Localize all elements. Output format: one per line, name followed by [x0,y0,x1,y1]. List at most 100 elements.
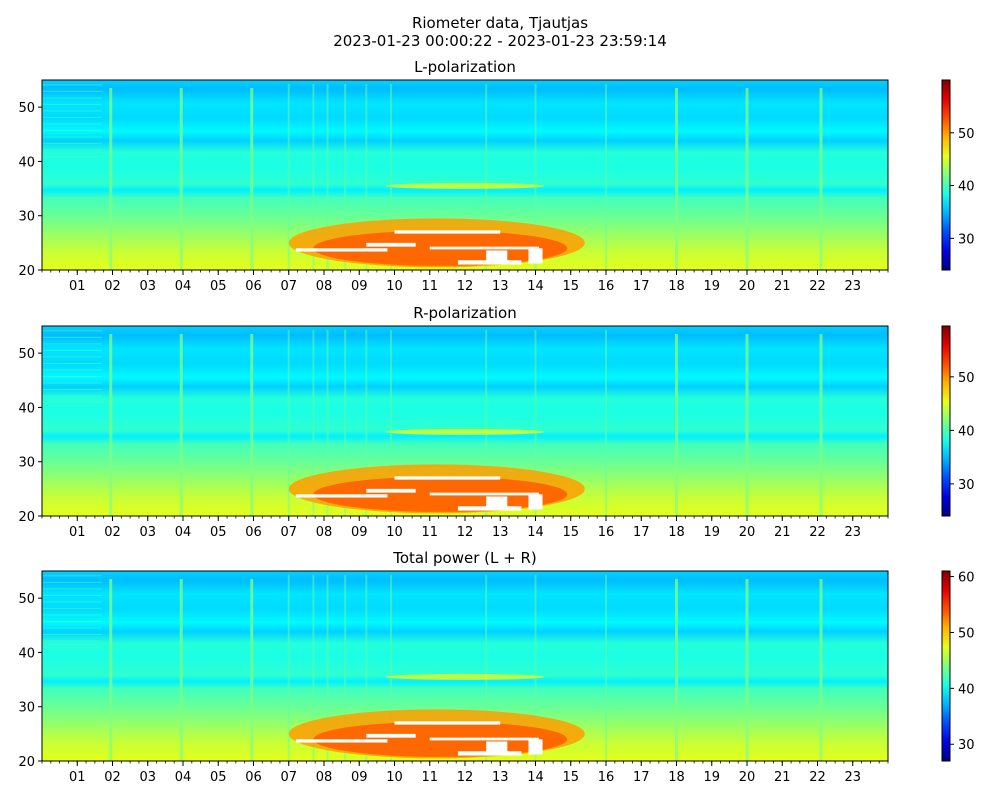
x-tick-label: 22 [809,525,826,540]
heatmap-stripe [42,129,102,131]
x-tick-label: 12 [457,525,474,540]
y-tick-label: 20 [18,510,35,525]
heatmap-streak [485,575,488,761]
heatmap-stripe [42,110,102,112]
x-tick-label: 23 [844,279,861,294]
heatmap-streak [109,579,113,761]
heatmap-streak [389,84,392,270]
x-tick-label: 14 [527,770,544,785]
heatmap-streak [745,88,749,270]
y-tick-label: 30 [18,210,35,225]
x-tick-label: 20 [739,279,756,294]
heatmap-saturation [486,496,508,508]
heatmap-streak [819,334,823,516]
heatmap-stripe [42,402,102,403]
heatmap-saturation [457,260,522,265]
x-tick-label: 17 [633,279,650,294]
heatmap-stripe [42,575,102,577]
heatmap-streak [179,334,183,516]
heatmap-stripe [42,142,102,144]
heatmap-saturation [429,492,540,496]
heatmap-stripe [42,103,102,105]
x-tick-label: 05 [210,279,227,294]
heatmap-stripe [42,627,102,629]
heatmap-streak [389,575,392,761]
heatmap-streak [745,334,749,516]
heatmap-stripe [42,620,102,622]
heatmap-saturation [457,751,522,756]
panel-title: Total power (L + R) [392,549,537,567]
heatmap-saturation [486,250,508,262]
x-tick-label: 08 [316,770,333,785]
heatmap-streak [534,330,537,516]
x-tick-label: 11 [421,770,438,785]
panels: L-polarization 20 30 40 50 01 02 03 04 05 06 07 08 09… [18,58,974,785]
heatmap-streak [745,579,749,761]
colorbar-tick-label: 30 [958,738,975,753]
x-tick-label: 23 [844,770,861,785]
heatmap-saturation [295,739,388,743]
x-tick-label: 15 [562,525,579,540]
x-tick-label: 21 [774,770,791,785]
heatmap-streak [287,575,290,761]
heatmap-streak [287,84,290,270]
heatmap-saturation [457,506,522,511]
heatmap-stripe [42,588,102,590]
colorbar-tick-label: 30 [958,232,975,247]
x-tick-label: 08 [316,525,333,540]
x-tick-label: 19 [703,525,720,540]
heatmap-saturation [528,494,543,510]
heatmap-stripe [42,330,102,332]
colorbar-tick-label: 40 [958,682,975,697]
heatmap-stripe [42,640,102,642]
y-tick-label: 40 [18,401,35,416]
heatmap-streak [675,88,678,270]
x-tick-label: 17 [633,770,650,785]
heatmap-enhancement [385,182,545,189]
heatmap-streak [365,84,368,270]
colorbar-tick-label: 50 [958,371,975,386]
x-tick-label: 02 [104,279,121,294]
y-tick-label: 40 [18,155,35,170]
figure-title-line1: Riometer data, Tjautjas [412,14,588,32]
heatmap-saturation [528,739,543,755]
heatmap-stripe [42,581,102,583]
colorbar-tick-label: 30 [958,478,975,493]
heatmap-saturation [295,494,388,498]
x-tick-label: 04 [175,279,192,294]
x-tick-label: 06 [245,770,262,785]
x-tick-label: 07 [280,770,297,785]
x-tick-label: 03 [139,525,156,540]
heatmap-stripe [42,349,102,351]
y-tick-label: 50 [18,592,35,607]
x-tick-label: 07 [280,525,297,540]
heatmap-streak [312,330,315,516]
x-tick-label: 02 [104,770,121,785]
y-tick-label: 50 [18,101,35,116]
heatmap-enhancement [385,428,545,435]
heatmap-streak [485,84,488,270]
heatmap-stripe [42,97,102,99]
heatmap-streak [534,575,537,761]
heatmap-streak [250,334,254,516]
x-tick-label: 23 [844,525,861,540]
heatmap-stripe [42,149,102,151]
heatmap-saturation [486,741,508,753]
heatmap-streak [287,330,290,516]
colorbar [941,570,951,762]
heatmap-stripe [42,156,102,157]
heatmap-streak [312,84,315,270]
x-tick-label: 03 [139,279,156,294]
heatmap-streak [605,330,607,516]
x-tick-label: 11 [421,525,438,540]
heatmap-saturation [429,737,540,741]
x-tick-label: 14 [527,279,544,294]
heatmap-streak [179,88,183,270]
x-tick-label: 02 [104,525,121,540]
x-tick-label: 08 [316,279,333,294]
x-tick-label: 19 [703,279,720,294]
heatmap-streak [675,579,678,761]
colorbar-tick-label: 40 [958,424,975,439]
heatmap-streak [819,88,823,270]
